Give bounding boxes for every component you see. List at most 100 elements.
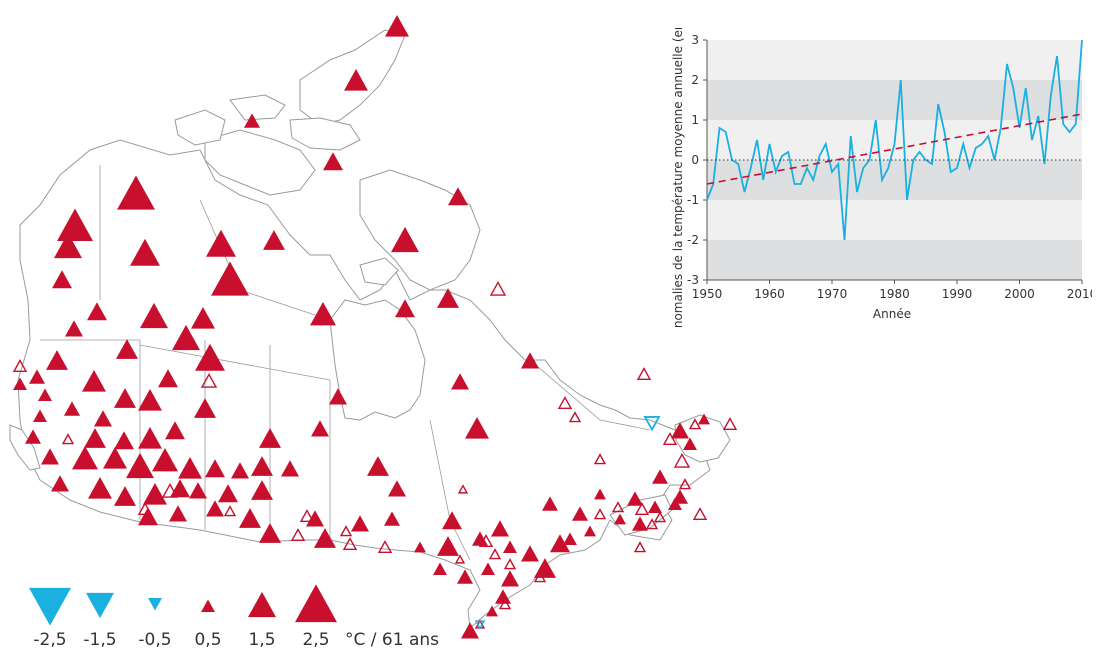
station-warming-marker — [239, 508, 261, 528]
station-warming-nonsignificant-marker — [489, 280, 507, 296]
y-tick-labels: -3 -2 -1 0 1 2 3 — [687, 33, 707, 287]
station-warming-nonsignificant-marker — [137, 502, 153, 516]
station-warming-marker — [172, 324, 200, 351]
station-warming-marker — [244, 113, 260, 128]
station-warming-nonsignificant-marker — [223, 505, 237, 517]
station-warming-marker — [259, 523, 281, 543]
station-warming-marker — [281, 460, 299, 477]
station-warming-marker — [491, 520, 509, 537]
station-warming-nonsignificant-marker — [299, 509, 315, 523]
station-warming-marker — [169, 505, 187, 522]
station-warming-marker — [189, 482, 207, 499]
station-warming-marker — [671, 422, 689, 439]
legend-value-label: -0,5 — [138, 630, 171, 650]
station-warming-marker — [391, 226, 419, 253]
station-warming-marker — [158, 369, 178, 388]
station-warming-marker — [501, 570, 519, 587]
station-warming-marker — [306, 510, 324, 527]
station-warming-marker — [437, 288, 459, 308]
banks-island-outline — [174, 109, 226, 146]
station-warming-nonsignificant-marker — [290, 528, 306, 542]
station-warming-marker — [218, 484, 238, 503]
station-warming-marker — [194, 398, 216, 418]
station-warming-nonsignificant-marker — [478, 534, 494, 548]
vancouver-island-outline — [9, 424, 41, 471]
station-warming-marker — [88, 477, 112, 499]
station-warming-nonsignificant-marker — [457, 484, 469, 494]
legend-value-label: -1,5 — [83, 630, 116, 650]
station-warming-nonsignificant-marker — [498, 598, 512, 610]
province-borders — [40, 165, 651, 561]
station-warming-marker — [437, 536, 459, 556]
station-warming-marker — [323, 152, 343, 171]
legend-cooling-triangle — [86, 592, 114, 619]
station-warming-nonsignificant-marker — [12, 359, 28, 373]
station-warming-marker — [251, 456, 273, 476]
station-warming-marker — [314, 528, 336, 548]
station-warming-nonsignificant-marker — [503, 558, 517, 570]
station-warming-marker — [311, 420, 329, 437]
station-warming-marker — [683, 437, 697, 451]
station-warming-marker — [57, 208, 93, 241]
station-warming-marker — [481, 562, 495, 576]
chart-series — [706, 39, 1083, 241]
station-warming-nonsignificant-marker — [611, 501, 625, 513]
y-tick-label: 0 — [691, 153, 699, 167]
station-warming-marker — [521, 352, 539, 369]
station-warming-marker — [143, 483, 167, 505]
station-warming-marker — [384, 511, 400, 526]
station-cooling-marker — [643, 416, 661, 432]
station-warming-marker — [195, 343, 225, 371]
baffin-island-outline — [359, 169, 481, 291]
station-warming-marker — [114, 431, 134, 450]
legend-value-label: -2,5 — [33, 630, 66, 650]
station-warming-marker — [433, 562, 447, 576]
station-warming-marker — [414, 541, 426, 553]
station-warming-marker — [84, 428, 106, 448]
station-warming-marker — [138, 507, 158, 526]
station-warming-marker — [191, 307, 215, 329]
station-warming-marker — [130, 238, 160, 266]
station-warming-marker — [367, 456, 389, 476]
station-warming-marker — [698, 413, 710, 425]
station-warming-marker — [395, 299, 415, 318]
station-warming-nonsignificant-marker — [342, 537, 358, 551]
station-warming-marker — [103, 447, 127, 469]
station-warming-nonsignificant-marker — [339, 525, 353, 537]
station-warming-nonsignificant-marker — [636, 367, 652, 381]
station-warming-marker — [672, 489, 688, 504]
station-warming-nonsignificant-marker — [722, 417, 738, 431]
grid-band — [707, 240, 1082, 280]
station-warming-marker — [54, 232, 82, 259]
station-warming-marker — [503, 540, 517, 554]
x-axis-label: Année — [873, 307, 911, 321]
station-warming-nonsignificant-marker — [454, 554, 466, 564]
legend-warming-triangle — [295, 584, 337, 623]
station-warming-nonsignificant-marker — [593, 453, 607, 465]
station-warming-nonsignificant-marker — [653, 511, 667, 523]
station-warming-marker — [495, 589, 511, 604]
station-warming-marker — [87, 302, 107, 321]
y-tick-label: -3 — [687, 273, 699, 287]
legend-warming-triangle — [201, 599, 215, 613]
station-warming-marker — [64, 401, 80, 416]
grid-band — [707, 200, 1082, 240]
grid-band — [707, 80, 1082, 120]
station-warming-marker — [126, 452, 154, 479]
x-tick-label: 1980 — [879, 287, 910, 301]
station-warming-marker — [206, 229, 236, 257]
victoria-island-outline — [204, 129, 316, 196]
station-markers — [12, 15, 738, 639]
station-warming-marker — [351, 515, 369, 532]
station-warming-marker — [138, 389, 162, 411]
station-warming-marker — [41, 448, 59, 465]
station-warming-marker — [652, 469, 668, 484]
station-warming-marker — [52, 270, 72, 289]
station-warming-marker — [13, 377, 27, 391]
station-warming-marker — [25, 429, 41, 444]
station-warming-marker — [486, 605, 498, 617]
station-warming-marker — [563, 532, 577, 546]
melville-island-outline — [229, 94, 286, 121]
station-warming-marker — [117, 175, 155, 210]
quebec-labrador-border — [529, 359, 651, 431]
